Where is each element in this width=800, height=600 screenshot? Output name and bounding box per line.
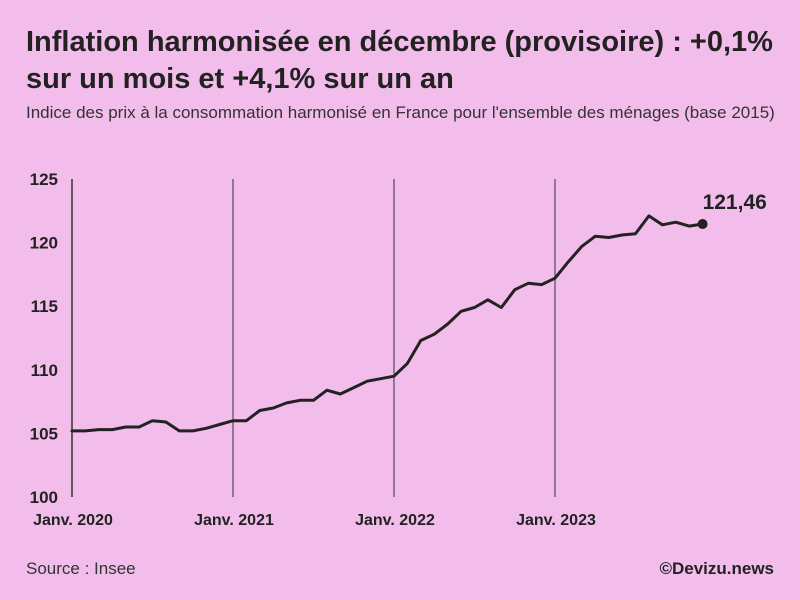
x-tick-label: Janv. 2023 xyxy=(516,512,596,529)
end-value-label-group: 121,46 xyxy=(697,191,767,230)
y-tick-label: 120 xyxy=(30,234,58,253)
y-tick-label: 110 xyxy=(31,361,58,380)
credit-note: ©Devizu.news xyxy=(659,559,774,578)
x-tick-label: Janv. 2021 xyxy=(194,512,274,529)
end-point-marker xyxy=(697,219,708,230)
source-note: Source : Insee xyxy=(26,559,136,578)
data-series xyxy=(70,214,705,433)
y-tick-label: 100 xyxy=(30,488,58,507)
end-value-label: 121,46 xyxy=(703,191,767,214)
vertical-gridlines xyxy=(71,179,556,497)
y-axis-ticks: 100 105 110 115 120 125 xyxy=(30,170,58,507)
x-axis-ticks: Janv. 2020 Janv. 2021 Janv. 2022 Janv. 2023 xyxy=(33,512,596,529)
series-line xyxy=(70,214,705,433)
y-tick-label: 125 xyxy=(30,170,58,189)
chart-subtitle: Indice des prix à la consommation harmon… xyxy=(26,103,775,122)
chart-title: Inflation harmonisée en décembre (provis… xyxy=(26,26,773,95)
x-tick-label: Janv. 2022 xyxy=(355,512,435,529)
x-tick-label: Janv. 2020 xyxy=(33,512,113,529)
y-tick-label: 105 xyxy=(30,424,58,443)
y-tick-label: 115 xyxy=(31,297,58,316)
